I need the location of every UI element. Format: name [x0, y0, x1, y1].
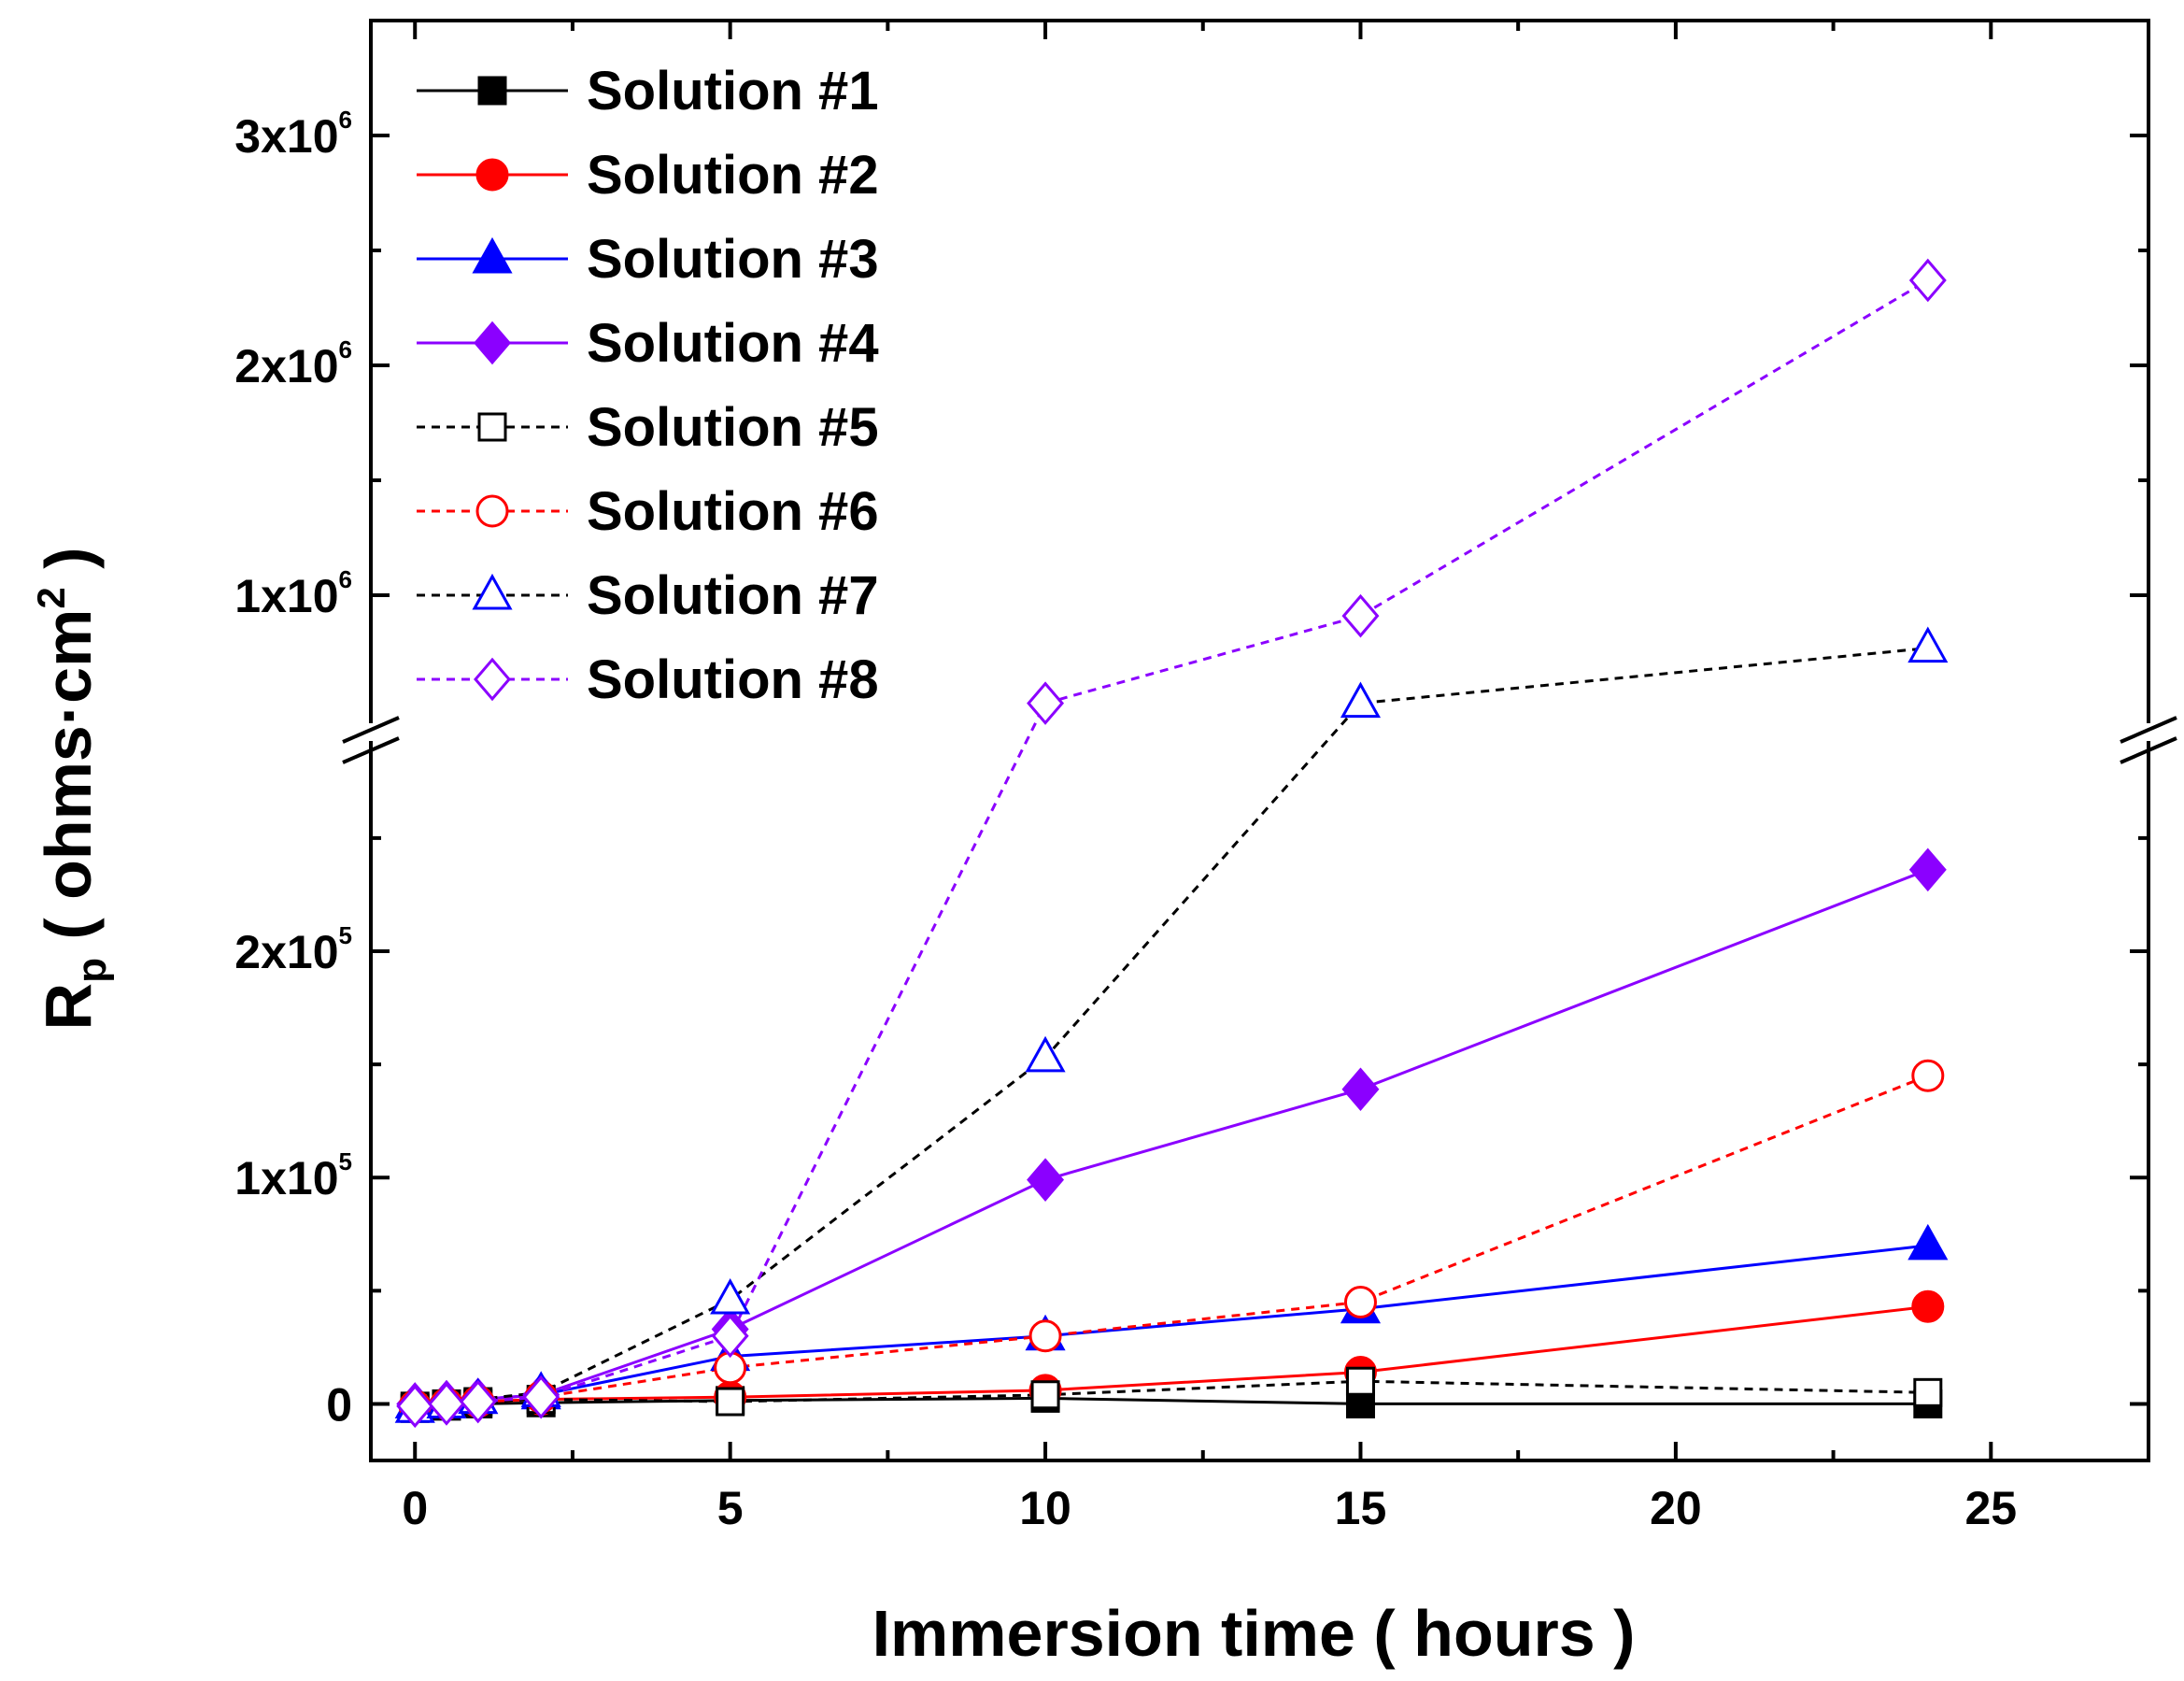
legend-item-solution-5: Solution #5: [417, 397, 879, 458]
legend-marker-solution-2: [475, 158, 509, 192]
legend-marker-solution-8: [474, 657, 511, 702]
data-point-solution-7-4: [710, 1277, 751, 1315]
legend-item-solution-4: Solution #4: [417, 313, 879, 374]
y-tick-label-upper-2: 3x106: [234, 106, 352, 163]
data-point-solution-3-7: [1907, 1223, 1949, 1261]
data-point-solution-6-5: [1028, 1319, 1062, 1353]
legend-label-solution-6: Solution #6: [587, 481, 879, 542]
x-tick-label-15: 15: [1335, 1482, 1387, 1534]
data-point-solution-4-7: [1908, 848, 1947, 892]
legend-marker-solution-5: [477, 412, 507, 442]
series-line-solution-6: [415, 1074, 1929, 1408]
x-tick-label-25: 25: [1964, 1482, 2017, 1534]
legend-item-solution-3: Solution #3: [417, 229, 879, 290]
data-point-solution-2-7: [1911, 1289, 1945, 1323]
data-point-solution-4-5: [1027, 1158, 1065, 1202]
legend-label-solution-1: Solution #1: [587, 61, 879, 121]
y-axis-title-unit-sup: 2: [29, 587, 73, 608]
axis-break-mark-left-0: [342, 716, 400, 744]
data-point-solution-8-3: [522, 1375, 560, 1419]
data-point-solution-7-6: [1340, 681, 1382, 719]
legend-item-solution-7: Solution #7: [417, 565, 879, 626]
legend-label-solution-5: Solution #5: [587, 397, 879, 458]
y-tick-label-upper-0: 1x106: [234, 565, 352, 622]
legend-item-solution-1: Solution #1: [417, 61, 879, 121]
axes: [342, 19, 2177, 1462]
tick-labels: 0 5 10 15 20 25 0 1x105 2x105 1x106 2x106 3x106: [234, 106, 2017, 1534]
axis-break-mark-right-0: [2120, 716, 2177, 744]
data-point-solution-8-4: [711, 1314, 749, 1359]
x-tick-label-5: 5: [717, 1482, 744, 1534]
y-tick-label-upper-1: 2x106: [234, 335, 352, 392]
svg-text:Rp ( ohms·cm2 ): Rp ( ohms·cm2 ): [29, 548, 115, 1031]
data-point-solution-8-7: [1908, 258, 1947, 303]
data-point-solution-8-2: [459, 1379, 497, 1424]
data-point-solution-7-7: [1907, 626, 1949, 663]
y-tick-label-lower-0: 0: [326, 1378, 352, 1431]
y-axis-title-unit-end: ): [32, 548, 105, 588]
data-point-solution-5-5: [1030, 1380, 1060, 1410]
y-tick-label-lower-2: 2x105: [234, 921, 352, 978]
legend-marker-solution-6: [475, 494, 509, 528]
data-point-solution-8-5: [1027, 681, 1065, 725]
y-tick-label-lower-1: 1x105: [234, 1147, 352, 1204]
x-tick-label-20: 20: [1650, 1482, 1702, 1534]
legend-marker-solution-3: [472, 236, 513, 274]
legend-item-solution-6: Solution #6: [417, 481, 879, 542]
series-line-solution-2: [415, 1304, 1928, 1408]
legend-label-solution-8: Solution #8: [587, 649, 879, 710]
y-axis-title-unit: ( ohms·cm: [32, 609, 105, 958]
legend-item-solution-8: Solution #8: [417, 649, 879, 710]
y-axis-title-sub: p: [69, 958, 115, 983]
plot-markers: [394, 258, 1949, 1429]
data-point-solution-8-0: [396, 1384, 434, 1429]
data-point-solution-8-1: [428, 1382, 465, 1426]
data-point-solution-5-4: [716, 1387, 745, 1417]
legend-marker-solution-7: [472, 573, 513, 610]
data-point-solution-6-7: [1911, 1059, 1945, 1092]
x-tick-label-0: 0: [402, 1482, 428, 1534]
legend-marker-solution-1: [477, 76, 507, 106]
y-axis-title-main: R: [32, 983, 105, 1031]
legend: Solution #1 Solution #2 Solution #3 Solutio…: [417, 61, 879, 710]
data-point-solution-4-6: [1341, 1067, 1380, 1112]
legend-label-solution-2: Solution #2: [587, 145, 879, 206]
legend-marker-solution-4: [474, 321, 511, 365]
legend-label-solution-7: Solution #7: [587, 565, 879, 626]
legend-label-solution-3: Solution #3: [587, 229, 879, 290]
axis-break-mark-right-1: [2120, 736, 2177, 764]
legend-item-solution-2: Solution #2: [417, 145, 879, 206]
data-point-solution-8-6: [1341, 593, 1380, 638]
axis-break-mark-left-1: [342, 736, 400, 764]
series-line-solution-7: [414, 647, 1928, 1410]
data-point-solution-7-5: [1025, 1035, 1066, 1073]
legend-label-solution-4: Solution #4: [587, 313, 879, 374]
x-axis-title: Immersion time ( hours ): [872, 1597, 1636, 1670]
data-point-solution-5-6: [1345, 1366, 1375, 1396]
y-axis-title: Rp ( ohms·cm2 ): [29, 548, 115, 1031]
data-point-solution-6-6: [1343, 1285, 1377, 1318]
x-tick-label-10: 10: [1019, 1482, 1071, 1534]
data-point-solution-5-7: [1913, 1377, 1943, 1407]
